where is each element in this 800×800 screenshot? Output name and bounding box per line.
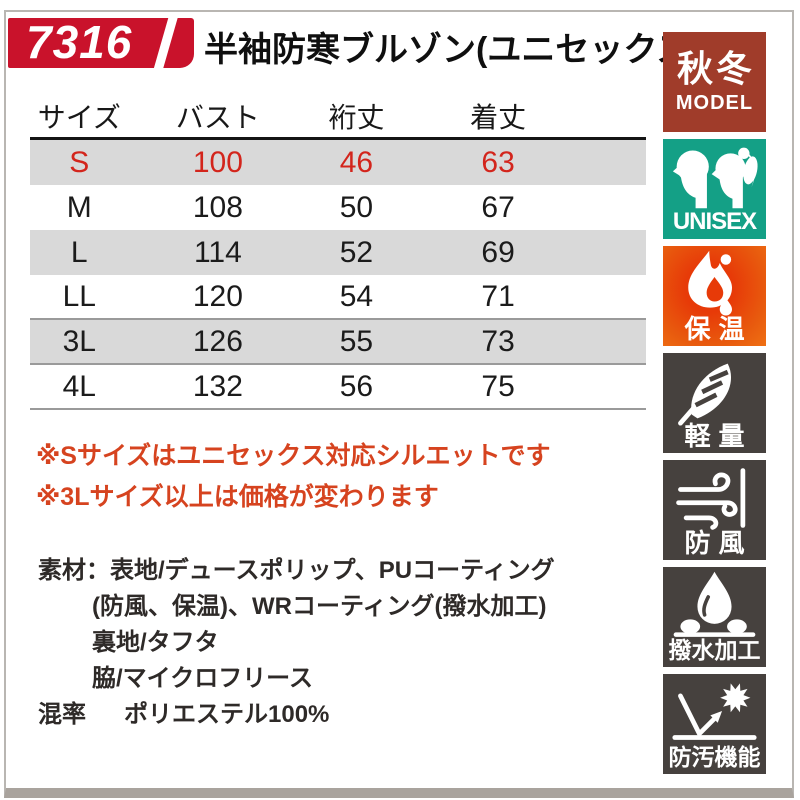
water-drop-icon xyxy=(673,571,756,637)
note-s-size: ※Sサイズはユニセックス対応シルエットです xyxy=(36,442,551,470)
badge-unisex: UNISEX xyxy=(663,139,766,239)
table-row-4l: 4L 132 56 75 xyxy=(30,365,646,410)
badge-anti-soil: 防汚機能 xyxy=(663,674,766,774)
material-line-1: 素材：表地/デュースポリップ、PUコーティング xyxy=(38,557,555,584)
windproof-label: 防風 xyxy=(684,528,753,558)
heat-label: 保温 xyxy=(684,314,753,344)
anti-soil-label: 防汚機能 xyxy=(668,744,761,770)
season-label: 秋冬 xyxy=(676,48,755,89)
unisex-label: UNISEX xyxy=(672,208,757,235)
table-row-s: S 100 46 63 xyxy=(30,140,646,185)
table-row-m: M 108 50 67 xyxy=(66,190,515,224)
badge-lightweight: 軽量 xyxy=(663,353,766,453)
size-table-header: サイズ バスト 裄丈 着丈 xyxy=(30,94,646,140)
header-length: 着丈 xyxy=(470,101,527,133)
model-label: MODEL xyxy=(675,92,754,114)
page-title: 半袖防寒ブルゾン(ユニセックス) xyxy=(204,31,702,69)
feature-badge-sidebar: 秋冬 MODEL UNISEX 保温 xyxy=(663,32,766,774)
table-row-3l: 3L 126 55 73 xyxy=(30,320,646,365)
product-code-badge: 7316 xyxy=(8,12,194,76)
material-info: 素材：表地/デュースポリップ、PUコーティング (防風、保温)、WRコーティング… xyxy=(38,553,555,733)
mixture-row: 混率 ポリエステル100% xyxy=(38,697,555,733)
badge-heat-retention: 保温 xyxy=(663,246,766,346)
wind-icon xyxy=(676,468,746,530)
table-row-l: L 114 52 69 xyxy=(30,230,646,275)
anti-soil-icon xyxy=(672,683,757,740)
mixture-label: 混率 xyxy=(38,701,86,728)
badge-water-repellent: 撥水加工 xyxy=(663,567,766,667)
note-3l-price: ※3Lサイズ以上は価格が変わります xyxy=(36,483,439,511)
size-spec-table: サイズ バスト 裄丈 着丈 S 100 46 63 M 108 50 67 L … xyxy=(30,94,646,410)
header-sleeve: 裄丈 xyxy=(328,101,385,133)
material-line-2: (防風、保温)、WRコーティング(撥水加工) xyxy=(92,593,547,620)
badge-slash-decoration xyxy=(152,12,179,76)
feather-icon xyxy=(678,363,732,426)
mixture-value: ポリエステル100% xyxy=(124,701,330,728)
water-repellent-label: 撥水加工 xyxy=(668,637,761,663)
header-size: サイズ xyxy=(37,101,121,133)
product-code: 7316 xyxy=(26,16,133,68)
table-row-ll: LL 120 54 71 xyxy=(30,275,646,320)
flame-icon xyxy=(688,250,732,316)
badge-windproof: 防風 xyxy=(663,460,766,560)
badge-season-model: 秋冬 MODEL xyxy=(663,32,766,132)
lightweight-label: 軽量 xyxy=(684,421,753,451)
unisex-heads-icon xyxy=(672,147,758,209)
size-notes: ※Sサイズはユニセックス対応シルエットです ※3Lサイズ以上は価格が変わります xyxy=(36,436,550,518)
material-line-4: 脇/マイクロフリース xyxy=(92,665,313,692)
header-bust: バスト xyxy=(175,101,260,133)
material-line-3: 裏地/タフタ xyxy=(92,629,219,656)
